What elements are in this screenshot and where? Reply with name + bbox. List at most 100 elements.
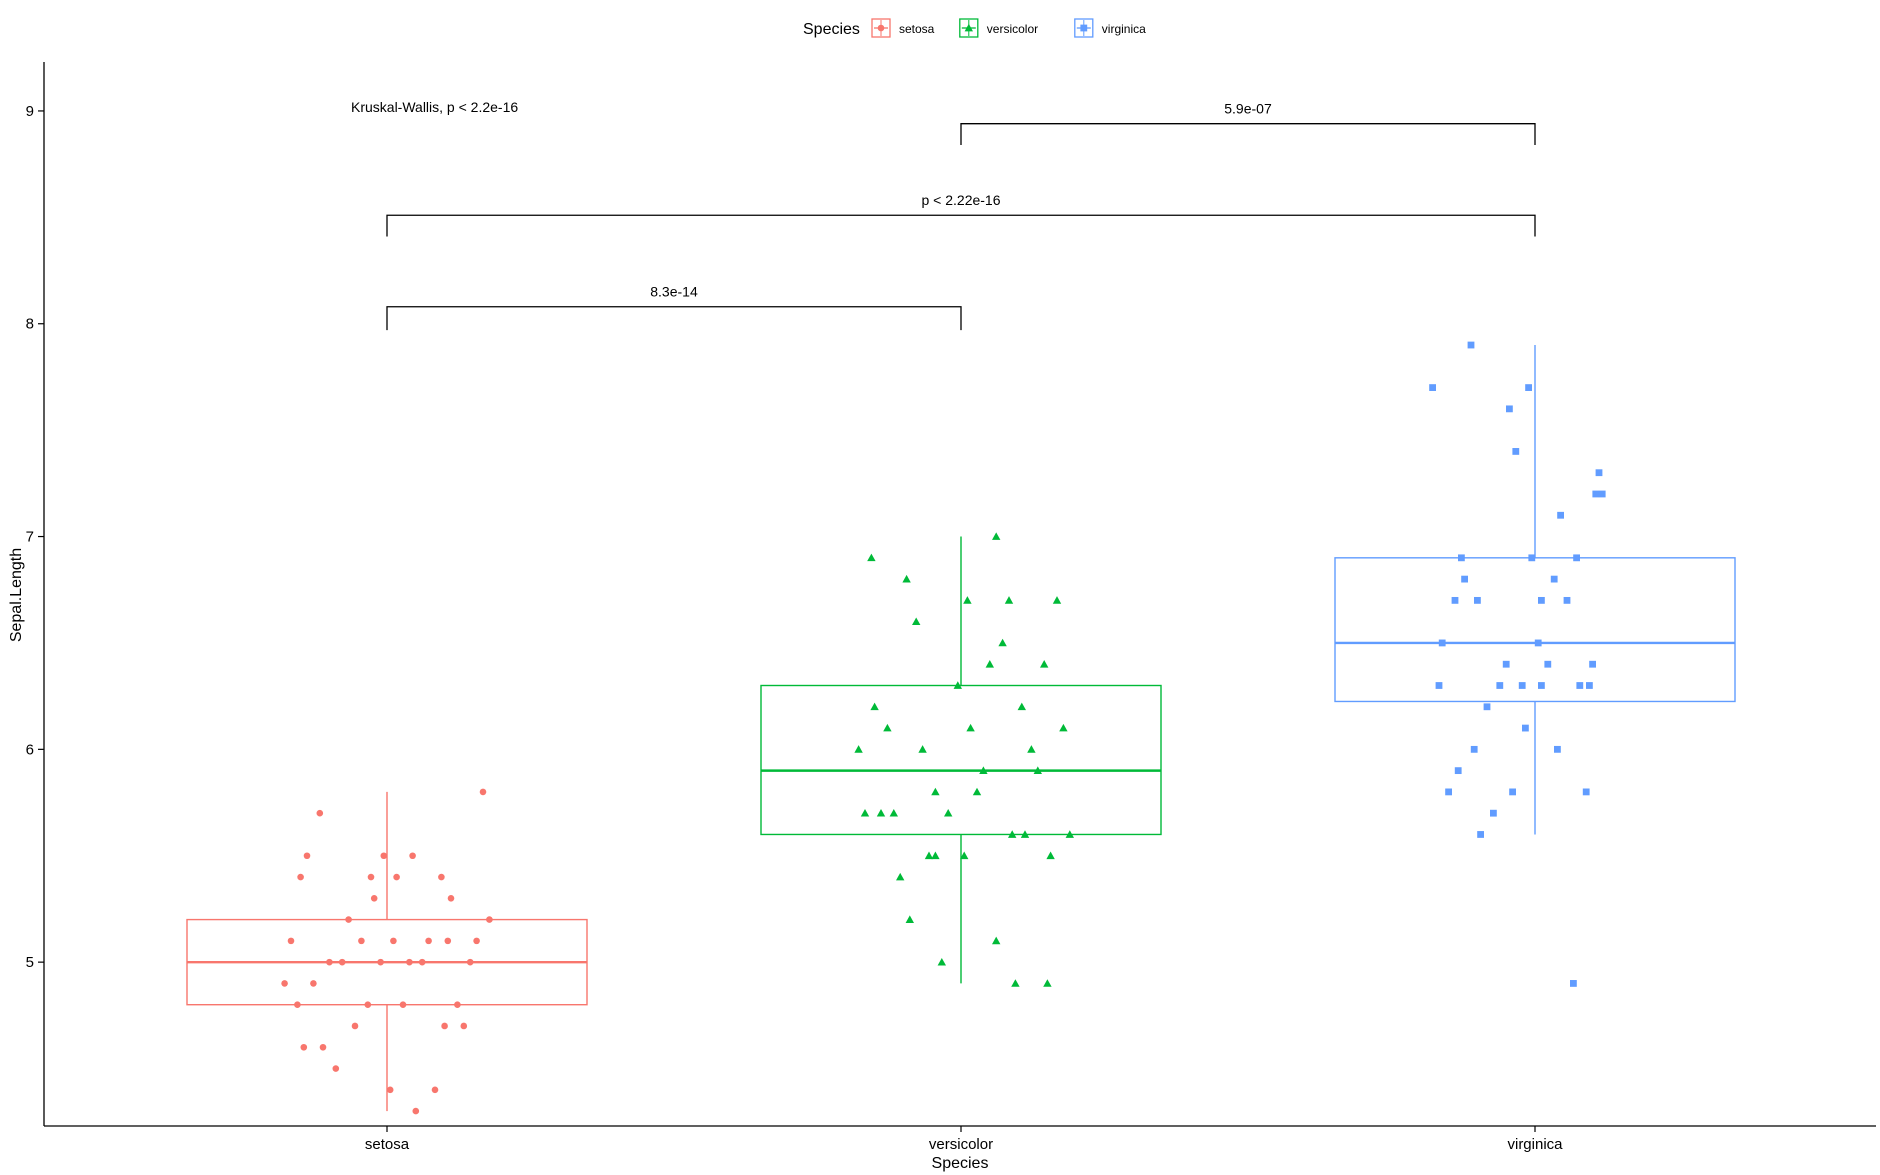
data-point-setosa — [390, 937, 397, 945]
comparison-bracket: p < 2.22e-16 — [386, 192, 1536, 237]
data-point-virginica — [1589, 660, 1596, 668]
data-point-virginica — [1557, 511, 1564, 519]
y-tick-label: 9 — [26, 103, 34, 120]
data-point-setosa — [425, 937, 432, 945]
data-point-setosa — [319, 1043, 327, 1051]
data-point-versicolor — [972, 787, 982, 796]
p-value-label: 5.9e-07 — [1224, 101, 1272, 117]
legend-title: Species — [803, 21, 860, 38]
data-point-virginica — [1429, 384, 1436, 391]
data-point-versicolor — [1065, 830, 1074, 838]
data-point-virginica — [1576, 682, 1584, 689]
data-point-virginica — [1490, 809, 1497, 817]
data-point-setosa — [406, 958, 413, 966]
data-point-virginica — [1573, 554, 1580, 562]
data-point-virginica — [1598, 490, 1606, 498]
data-point-setosa — [351, 1022, 359, 1030]
p-value-label: 8.3e-14 — [650, 284, 698, 300]
data-point-setosa — [297, 873, 304, 881]
data-point-versicolor — [883, 723, 892, 732]
data-point-versicolor — [870, 702, 879, 711]
data-point-versicolor — [1011, 979, 1020, 987]
data-point-versicolor — [924, 851, 934, 860]
data-point-setosa — [287, 937, 295, 945]
legend: Species setosa versicolor virginica — [803, 18, 1146, 38]
y-tick-label: 7 — [26, 529, 34, 546]
data-point-setosa — [326, 958, 333, 966]
y-tick-label: 8 — [26, 316, 34, 333]
data-point-versicolor — [944, 808, 953, 817]
legend-item-setosa: setosa — [871, 18, 935, 38]
legend-label: virginica — [1102, 22, 1146, 36]
data-point-versicolor — [937, 957, 946, 966]
data-point-setosa — [358, 937, 365, 945]
data-point-virginica — [1538, 682, 1545, 689]
data-point-setosa — [431, 1086, 439, 1094]
data-point-virginica — [1554, 745, 1561, 753]
legend-item-virginica: virginica — [1074, 18, 1146, 38]
data-point-virginica — [1454, 767, 1462, 775]
data-point-setosa — [345, 916, 352, 923]
data-point-virginica — [1595, 469, 1603, 477]
data-point-versicolor — [1004, 596, 1014, 604]
data-point-versicolor — [931, 787, 940, 796]
y-axis-label: Sepal.Length — [8, 548, 25, 642]
data-point-versicolor — [876, 808, 886, 817]
x-axis-label: Species — [932, 1155, 989, 1172]
data-point-virginica — [1477, 831, 1484, 838]
data-point-virginica — [1570, 980, 1577, 987]
data-point-versicolor — [1040, 660, 1049, 668]
legend-item-versicolor: versicolor — [959, 18, 1038, 38]
data-point-setosa — [409, 852, 416, 860]
data-point-versicolor — [889, 808, 898, 817]
data-point-versicolor — [860, 808, 870, 817]
data-point-virginica — [1528, 554, 1536, 562]
data-point-virginica — [1483, 703, 1491, 711]
data-point-virginica — [1445, 788, 1452, 796]
data-point-versicolor — [960, 851, 969, 860]
data-point-setosa — [294, 1001, 301, 1009]
data-point-setosa — [441, 1022, 448, 1030]
data-point-versicolor — [918, 745, 927, 753]
data-point-setosa — [300, 1043, 308, 1051]
data-point-versicolor — [854, 745, 863, 753]
data-point-setosa — [364, 1001, 372, 1009]
x-tick-label: setosa — [365, 1136, 410, 1153]
points-versicolor — [854, 532, 1074, 987]
data-point-versicolor — [985, 660, 994, 668]
data-point-setosa — [370, 895, 378, 902]
data-point-versicolor — [1020, 830, 1030, 838]
data-point-setosa — [316, 809, 324, 817]
data-point-virginica — [1544, 660, 1552, 668]
data-point-virginica — [1525, 384, 1532, 391]
legend-key-symbol — [964, 23, 973, 32]
data-point-setosa — [438, 873, 445, 881]
data-point-setosa — [479, 788, 487, 796]
legend-key-symbol — [1080, 24, 1088, 32]
data-point-versicolor — [1017, 702, 1026, 711]
data-point-virginica — [1592, 490, 1600, 498]
legend-label: versicolor — [987, 22, 1038, 36]
x-tick-label: versicolor — [929, 1136, 993, 1153]
data-point-versicolor — [905, 915, 914, 923]
data-point-versicolor — [902, 574, 911, 583]
x-tick-label: virginica — [1507, 1136, 1563, 1153]
data-point-versicolor — [953, 681, 962, 689]
data-point-versicolor — [867, 553, 876, 562]
data-point-versicolor — [1059, 723, 1068, 732]
data-point-setosa — [460, 1022, 468, 1030]
data-point-virginica — [1538, 596, 1545, 604]
data-point-setosa — [310, 980, 317, 987]
data-point-setosa — [281, 980, 288, 987]
y-tick-label: 6 — [26, 741, 34, 758]
data-point-virginica — [1506, 405, 1513, 413]
data-point-versicolor — [1052, 596, 1062, 604]
y-tick-label: 5 — [26, 954, 34, 971]
data-point-virginica — [1509, 788, 1516, 796]
data-point-virginica — [1563, 596, 1571, 604]
data-point-setosa — [473, 937, 480, 945]
data-point-virginica — [1451, 596, 1459, 604]
data-point-setosa — [399, 1001, 407, 1009]
bracket-line — [386, 306, 962, 331]
